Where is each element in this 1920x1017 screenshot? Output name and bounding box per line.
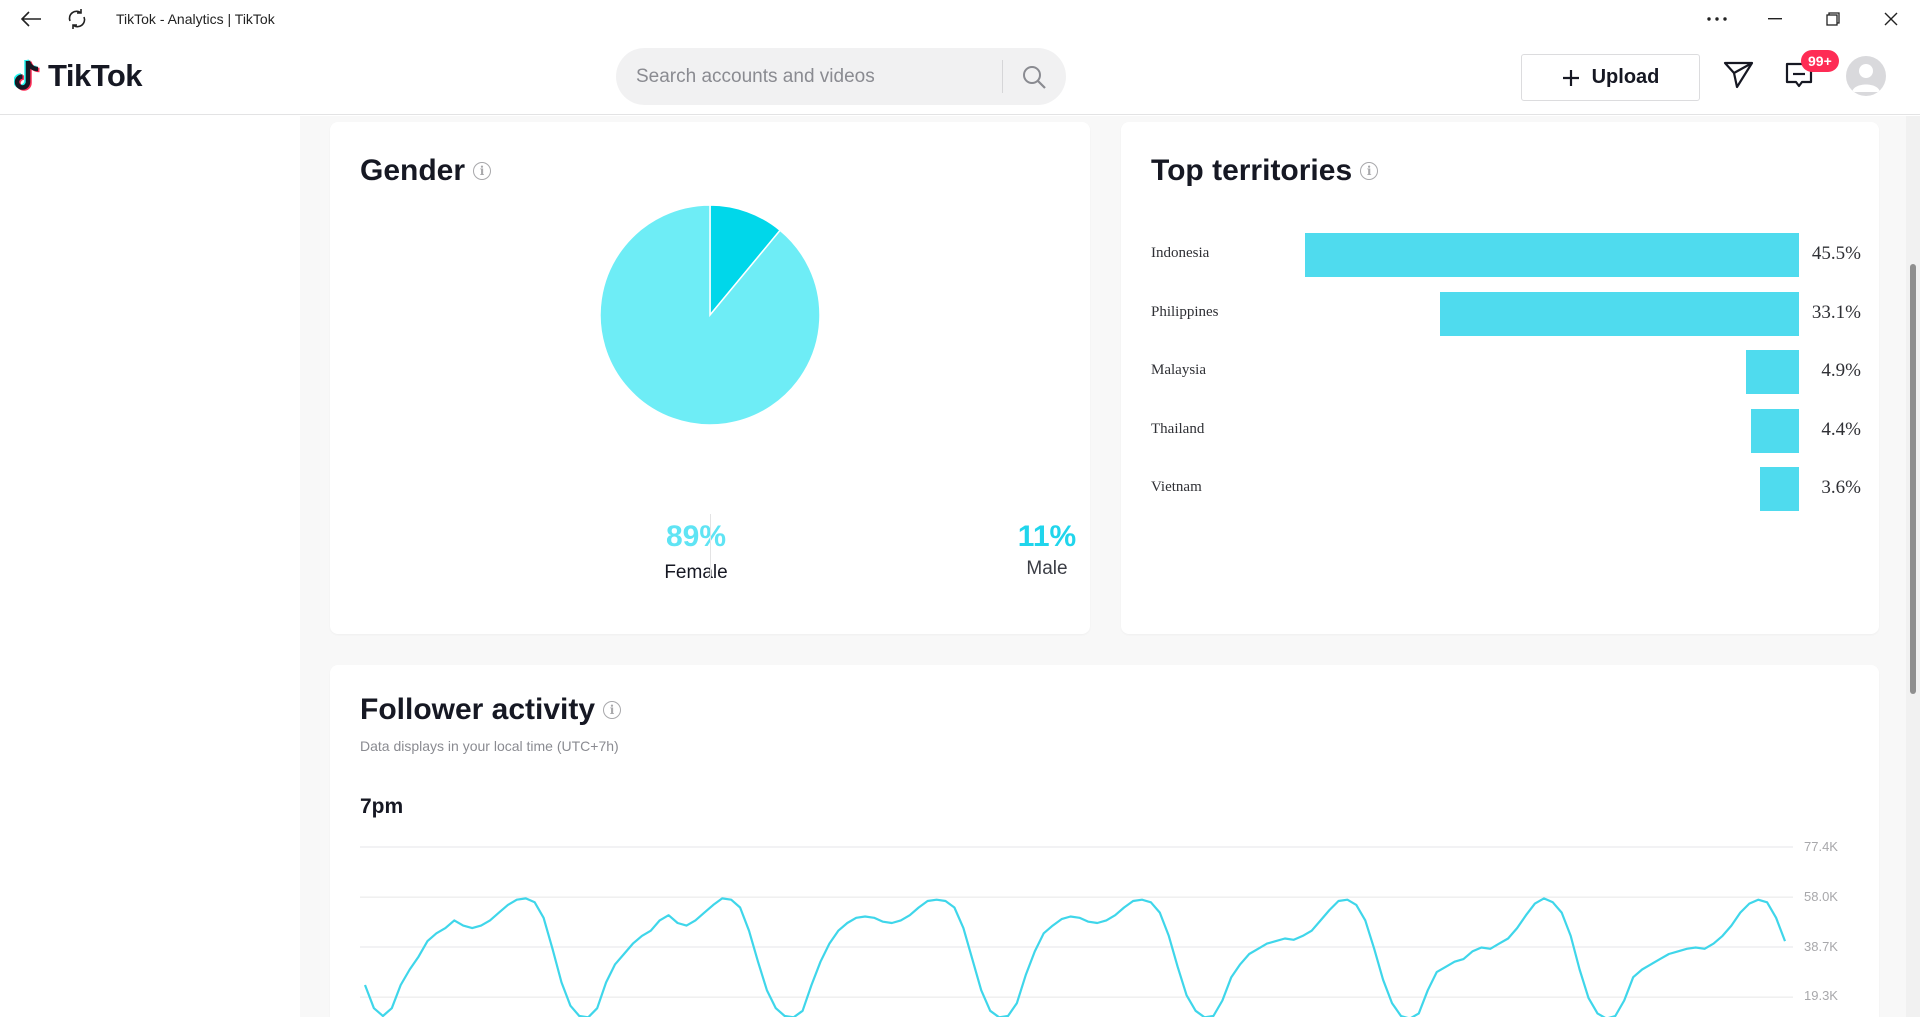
female-label: Female (664, 562, 728, 583)
territory-value: 4.9% (1821, 360, 1861, 381)
territory-bar[interactable] (1745, 350, 1799, 394)
territories-title-row: Top territories i (1151, 154, 1379, 188)
follower-activity-card: Follower activity i Data displays in you… (330, 665, 1879, 1017)
territory-bar[interactable] (1759, 467, 1799, 511)
messages-button[interactable] (1723, 60, 1755, 90)
refresh-button[interactable] (54, 0, 100, 38)
activity-title: Follower activity (360, 693, 596, 726)
minimize-button[interactable] (1746, 0, 1804, 38)
peak-hour-label: 7pm (360, 795, 404, 818)
territory-bar[interactable] (1439, 291, 1799, 336)
analytics-content: Gender i 89% Female 11% Male Top territo… (300, 116, 1906, 1017)
search-button[interactable] (1003, 48, 1065, 105)
search-icon (1023, 65, 1046, 89)
male-percentage: 11% (1017, 520, 1077, 553)
send-icon (1723, 61, 1754, 89)
upload-button[interactable]: Upload (1521, 54, 1700, 101)
territories-title: Top territories (1151, 154, 1353, 187)
upload-label: Upload (1591, 66, 1660, 88)
more-icon (1707, 17, 1727, 21)
y-tick-label: 19.3K (1804, 988, 1838, 1003)
y-tick-label: 58.0K (1804, 889, 1838, 904)
restore-icon (1826, 12, 1840, 26)
tiktok-logo[interactable]: TikTok (14, 58, 143, 94)
search-divider (1002, 60, 1003, 93)
male-pie-slice[interactable] (709, 204, 782, 318)
territory-value: 45.5% (1811, 243, 1861, 264)
info-icon[interactable]: i (473, 162, 492, 180)
territory-name: Philippines (1151, 303, 1219, 320)
activity-title-row: Follower activity i (360, 693, 622, 727)
top-territories-card: Top territories i Indonesia 45.5% Philippi… (1121, 122, 1879, 634)
gender-title-row: Gender i (360, 154, 492, 188)
territory-value: 3.6% (1821, 477, 1861, 498)
male-label: Male (1026, 558, 1068, 579)
territory-name: Indonesia (1151, 245, 1210, 261)
y-tick-label: 38.7K (1804, 939, 1838, 954)
territory-name: Thailand (1151, 420, 1205, 437)
tiktok-note-icon (14, 59, 40, 91)
activity-series-line[interactable] (363, 897, 1787, 1017)
logo-text: TikTok (48, 58, 143, 93)
close-button[interactable] (1862, 0, 1920, 38)
minimize-icon (1768, 18, 1782, 20)
top-header: TikTok Upload 99+ (0, 38, 1920, 115)
window-titlebar: TikTok - Analytics | TikTok (0, 0, 1920, 38)
territory-name: Vietnam (1151, 479, 1202, 495)
sidebar (0, 116, 300, 1017)
gender-divider (710, 514, 711, 579)
info-icon[interactable]: i (1360, 162, 1379, 180)
territory-bar[interactable] (1751, 408, 1799, 453)
plus-icon (1562, 69, 1579, 86)
page-scrollbar[interactable] (1906, 116, 1920, 1017)
search-bar (616, 48, 1066, 105)
territory-name: Malaysia (1151, 362, 1206, 378)
back-button[interactable] (8, 0, 54, 38)
refresh-icon (68, 9, 86, 29)
restore-button[interactable] (1804, 0, 1862, 38)
inbox-badge: 99+ (1801, 50, 1839, 72)
avatar[interactable] (1846, 56, 1886, 96)
info-icon[interactable]: i (603, 701, 622, 719)
female-percentage: 89% (665, 520, 727, 553)
gender-title: Gender (360, 154, 466, 187)
territory-value: 33.1% (1811, 301, 1861, 323)
y-tick-label: 77.4K (1804, 839, 1838, 854)
follower-activity-chart (360, 846, 1793, 1017)
window-title: TikTok - Analytics | TikTok (116, 11, 275, 27)
scrollbar-thumb[interactable] (1910, 264, 1916, 694)
territory-value: 4.4% (1821, 418, 1861, 440)
user-avatar-icon (1852, 64, 1880, 92)
gender-card: Gender i 89% Female 11% Male (330, 122, 1090, 634)
search-input[interactable] (636, 65, 986, 88)
more-options-button[interactable] (1688, 0, 1746, 38)
back-arrow-icon (20, 11, 41, 27)
female-pie-slice[interactable] (599, 204, 821, 426)
timezone-note: Data displays in your local time (UTC+7h… (360, 738, 619, 754)
gender-pie-chart (599, 204, 821, 426)
close-icon (1884, 12, 1898, 26)
territory-bar[interactable] (1305, 233, 1799, 277)
